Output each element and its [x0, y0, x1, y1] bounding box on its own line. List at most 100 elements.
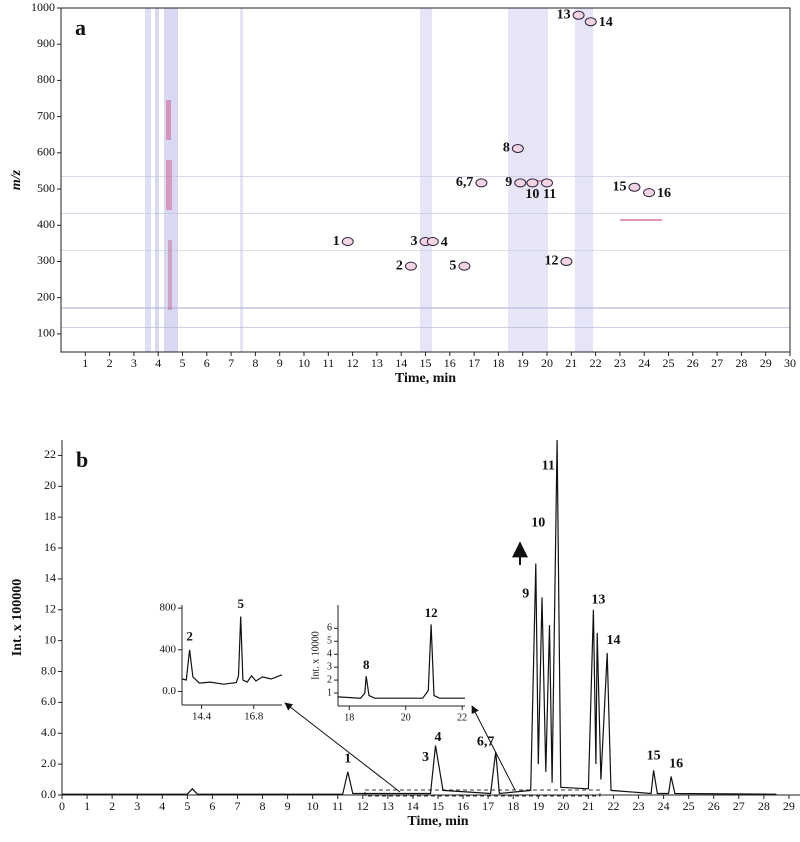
y-tick-label: 200 — [37, 289, 55, 303]
x-tick-label: 22 — [457, 712, 467, 723]
peak-label: 2 — [186, 628, 193, 643]
x-tick-label: 0 — [59, 799, 65, 813]
x-tick-label: 16 — [444, 356, 456, 370]
peak-label: 9 — [522, 587, 529, 602]
x-tick-label: 2 — [107, 356, 113, 370]
y-tick-label: 700 — [37, 108, 55, 122]
x-axis-label: Time, min — [407, 814, 468, 829]
x-tick-label: 6 — [209, 799, 215, 813]
y-tick-label: 0.0 — [41, 787, 56, 801]
y-tick-label: 16 — [44, 540, 56, 554]
peak-label: 4 — [435, 730, 442, 745]
peak-label: 13 — [591, 593, 605, 608]
y-tick-label: 18 — [44, 509, 56, 523]
y-tick-label: 100 — [37, 326, 55, 340]
y-tick-label: 5 — [327, 636, 332, 647]
x-tick-label: 8 — [252, 356, 258, 370]
x-tick-label: 9 — [277, 356, 283, 370]
x-tick-label: 26 — [687, 356, 699, 370]
x-tick-label: 28 — [758, 799, 770, 813]
x-tick-label: 11 — [332, 799, 344, 813]
x-tick-label: 24 — [638, 356, 650, 370]
peak-label: 2 — [396, 258, 403, 273]
peak-marker — [475, 178, 488, 188]
peak-label: 5 — [237, 596, 244, 611]
x-tick-label: 14 — [407, 799, 419, 813]
y-tick-label: 12 — [44, 602, 56, 616]
peak-label: 14 — [606, 633, 620, 648]
y-tick-label: 1000 — [31, 0, 55, 14]
peak-label: 11 — [543, 187, 556, 202]
x-tick-label: 24 — [658, 799, 670, 813]
heatmap-background — [61, 8, 790, 352]
x-tick-label: 4 — [155, 356, 161, 370]
peak-label: 13 — [557, 7, 571, 22]
peak-label: 4 — [441, 235, 448, 250]
x-tick-label: 18 — [492, 356, 504, 370]
x-tick-label: 4 — [159, 799, 165, 813]
panel-label: b — [76, 447, 88, 472]
chromatogram-trace — [181, 616, 283, 685]
peak-label: 1 — [344, 752, 351, 767]
peak-label: 12 — [544, 254, 558, 269]
x-tick-label: 23 — [614, 356, 626, 370]
y-tick-label: 8.0 — [41, 663, 56, 677]
x-tick-label: 1 — [84, 799, 90, 813]
peak-marker — [426, 237, 439, 247]
x-tick-label: 7 — [234, 799, 240, 813]
peak-marker — [341, 237, 354, 247]
peak-label: 1 — [333, 234, 340, 249]
x-tick-label: 12 — [347, 356, 359, 370]
x-tick-label: 18 — [507, 799, 519, 813]
x-tick-label: 19 — [532, 799, 544, 813]
peak-marker — [511, 143, 524, 153]
x-tick-label: 10 — [307, 799, 319, 813]
x-tick-label: 29 — [783, 799, 795, 813]
peak-marker — [584, 17, 597, 27]
peak-label: 16 — [657, 186, 671, 201]
peak-label: 8 — [363, 657, 370, 672]
peak-label: 16 — [669, 756, 683, 771]
x-tick-label: 1 — [82, 356, 88, 370]
peak-marker — [643, 188, 656, 198]
peak-label: 8 — [503, 141, 510, 156]
peak-marker — [628, 182, 641, 192]
peak-label: 15 — [647, 749, 661, 764]
peak-marker — [572, 10, 585, 20]
x-tick-label: 13 — [371, 356, 383, 370]
x-tick-label: 15 — [420, 356, 432, 370]
peak-marker — [458, 261, 471, 271]
x-tick-label: 3 — [134, 799, 140, 813]
x-tick-label: 12 — [357, 799, 369, 813]
x-tick-label: 13 — [382, 799, 394, 813]
peak-marker — [514, 178, 527, 188]
x-tick-label: 8 — [260, 799, 266, 813]
x-tick-label: 9 — [285, 799, 291, 813]
y-tick-label: 1 — [327, 687, 332, 698]
x-tick-label: 27 — [711, 356, 723, 370]
x-tick-label: 6 — [204, 356, 210, 370]
peak-marker — [526, 178, 539, 188]
peak-marker — [404, 261, 417, 271]
y-tick-label: 800 — [37, 72, 55, 86]
peak-label: 6,7 — [477, 735, 495, 750]
x-tick-label: 20 — [401, 712, 411, 723]
y-tick-label: 600 — [37, 145, 55, 159]
x-axis-label: Time, min — [395, 371, 456, 386]
y-tick-label: 400 — [37, 217, 55, 231]
y-tick-label: 2.0 — [41, 756, 56, 770]
x-tick-label: 25 — [663, 356, 675, 370]
y-tick-label: 400 — [160, 643, 177, 655]
y-tick-label: 2 — [327, 674, 332, 685]
x-tick-label: 14 — [395, 356, 407, 370]
x-tick-label: 22 — [607, 799, 619, 813]
x-tick-label: 20 — [557, 799, 569, 813]
x-tick-label: 19 — [517, 356, 529, 370]
x-tick-label: 3 — [131, 356, 137, 370]
peak-label: 5 — [449, 258, 456, 273]
y-tick-label: 20 — [44, 478, 56, 492]
x-tick-label: 14.4 — [192, 711, 212, 723]
peak-label: 14 — [599, 15, 613, 30]
chromatogram-trace — [62, 439, 777, 795]
